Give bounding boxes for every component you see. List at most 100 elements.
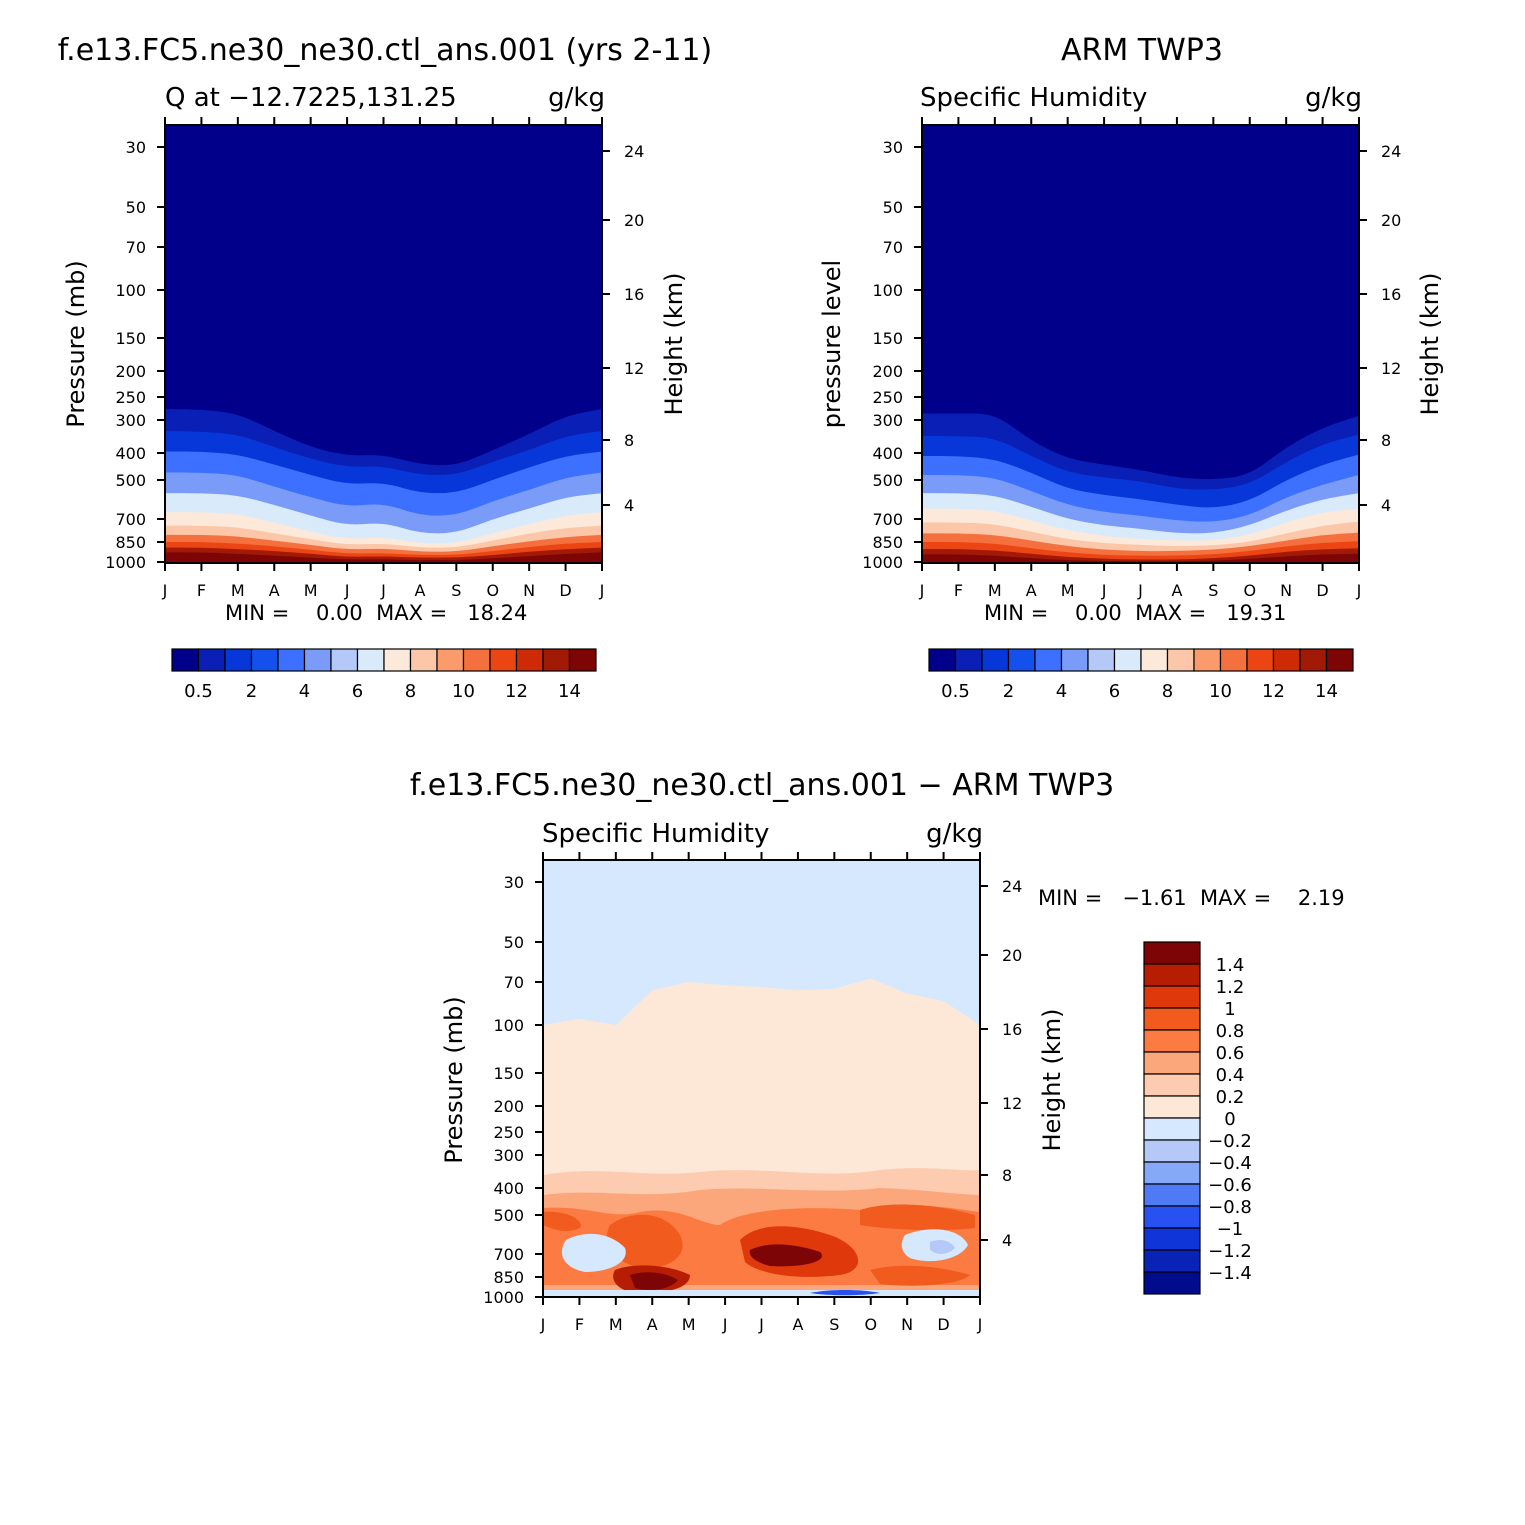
panel-diff-colorbar: 1.41.210.80.60.40.20−0.2−0.4−0.6−0.8−1−1… — [1143, 941, 1252, 1295]
y-tick-label: 400 — [872, 444, 903, 463]
contour-band — [749, 1244, 822, 1267]
y-right-tick-label: 16 — [624, 285, 644, 304]
colorbar-swatch — [1246, 648, 1275, 672]
colorbar-swatch — [1140, 648, 1169, 672]
y-tick-label: 700 — [872, 510, 903, 529]
y-tick-label: 700 — [493, 1245, 524, 1264]
contour-band — [810, 1290, 880, 1296]
panel-diff-subtitle: Specific Humidity — [542, 819, 769, 849]
x-tick-label: S — [829, 1315, 839, 1334]
colorbar-swatch — [1219, 648, 1248, 672]
colorbar-label: 6 — [352, 681, 363, 702]
colorbar-swatch — [1143, 1161, 1201, 1185]
y-tick-label: 150 — [115, 329, 146, 348]
y-tick-label: 300 — [493, 1146, 524, 1165]
y-tick-label: 250 — [872, 388, 903, 407]
colorbar-swatch — [1143, 941, 1201, 965]
colorbar-swatch — [1143, 1007, 1201, 1031]
panel-diff-ylabel: Pressure (mb) — [440, 996, 468, 1163]
contour-band — [930, 1240, 955, 1254]
panel-model-title: f.e13.FC5.ne30_ne30.ctl_ans.001 (yrs 2-1… — [58, 33, 712, 68]
panel-obs-title: ARM TWP3 — [1061, 33, 1223, 68]
colorbar-swatch — [515, 648, 544, 672]
panel-obs-subtitle: Specific Humidity — [920, 83, 1147, 113]
x-tick-label: N — [901, 1315, 913, 1334]
y-right-tick-label: 8 — [1381, 431, 1391, 450]
y-right-tick-label: 20 — [1381, 211, 1401, 230]
colorbar-swatch — [489, 648, 518, 672]
y-tick-label: 1000 — [862, 553, 903, 572]
x-tick-label: A — [414, 581, 425, 600]
colorbar-swatch — [1143, 1073, 1201, 1097]
colorbar-label: 1 — [1224, 999, 1235, 1020]
panel-diff-ylabel-right: Height (km) — [1038, 1009, 1066, 1152]
colorbar-label: 1.2 — [1216, 977, 1245, 998]
colorbar-label: 14 — [558, 681, 581, 702]
colorbar-label: 6 — [1109, 681, 1120, 702]
x-tick-label: J — [1101, 581, 1107, 600]
colorbar-label: 0.2 — [1216, 1087, 1245, 1108]
colorbar-label: 10 — [1209, 681, 1232, 702]
x-tick-label: J — [599, 581, 605, 600]
x-tick-label: A — [647, 1315, 658, 1334]
x-tick-label: J — [758, 1315, 764, 1334]
colorbar-label: 12 — [1262, 681, 1285, 702]
y-tick-label: 200 — [872, 362, 903, 381]
y-right-tick-label: 20 — [624, 211, 644, 230]
x-tick-label: D — [937, 1315, 949, 1334]
colorbar-swatch — [303, 648, 332, 672]
y-right-tick-label: 24 — [1381, 142, 1401, 161]
colorbar-swatch — [1143, 1117, 1201, 1141]
y-right-tick-label: 24 — [624, 142, 644, 161]
y-tick-label: 100 — [115, 281, 146, 300]
x-tick-label: D — [559, 581, 571, 600]
y-tick-label: 70 — [504, 973, 524, 992]
colorbar-label: 2 — [246, 681, 257, 702]
y-right-tick-label: 4 — [1381, 496, 1391, 515]
x-tick-label: O — [486, 581, 499, 600]
colorbar-label: 0.4 — [1216, 1065, 1245, 1086]
y-tick-label: 700 — [115, 510, 146, 529]
colorbar-label: 8 — [1162, 681, 1173, 702]
panel-model-ylabel-right: Height (km) — [660, 273, 688, 416]
y-right-tick-label: 12 — [1381, 359, 1401, 378]
y-tick-label: 1000 — [105, 553, 146, 572]
x-tick-label: S — [451, 581, 461, 600]
y-tick-label: 200 — [115, 362, 146, 381]
colorbar-label: −0.6 — [1208, 1175, 1252, 1196]
y-tick-label: 30 — [504, 873, 524, 892]
contour-band — [543, 1290, 980, 1297]
y-tick-label: 850 — [872, 533, 903, 552]
x-tick-label: N — [523, 581, 535, 600]
x-tick-label: J — [162, 581, 168, 600]
y-tick-label: 400 — [115, 444, 146, 463]
colorbar-label: 0.5 — [184, 681, 213, 702]
y-tick-label: 30 — [126, 138, 146, 157]
colorbar-swatch — [1143, 1227, 1201, 1251]
x-tick-label: A — [792, 1315, 803, 1334]
x-tick-label: O — [1243, 581, 1256, 600]
panel-model-ylabel: Pressure (mb) — [62, 260, 90, 427]
colorbar-label: 0 — [1224, 1109, 1235, 1130]
panel-model-plot: J F M A M J J A S O N D J 30 50 70 100 150 200 250 300 400 500… — [105, 117, 644, 600]
panel-model-units: g/kg — [548, 83, 605, 113]
colorbar-swatch — [250, 648, 279, 672]
y-right-tick-label: 12 — [624, 359, 644, 378]
panel-model: f.e13.FC5.ne30_ne30.ctl_ans.001 (yrs 2-1… — [58, 33, 712, 702]
x-tick-label: F — [197, 581, 206, 600]
colorbar-swatch — [1087, 648, 1116, 672]
contour-band — [870, 1265, 970, 1286]
colorbar-swatch — [1143, 1183, 1201, 1207]
colorbar-label: 0.8 — [1216, 1021, 1245, 1042]
colorbar-swatch — [462, 648, 491, 672]
panel-model-stats: MIN = 0.00 MAX = 18.24 — [225, 601, 527, 625]
colorbar-swatch — [1143, 963, 1201, 987]
y-tick-label: 30 — [883, 138, 903, 157]
y-right-tick-label: 20 — [1002, 946, 1022, 965]
y-tick-label: 300 — [115, 411, 146, 430]
panel-diff-plot: J F M A M J J A S O N D J 30 50 70 100 150 200 250 300 400 500… — [483, 852, 1022, 1334]
contour-band — [922, 553, 1359, 563]
y-tick-label: 50 — [883, 198, 903, 217]
colorbar-label: −0.4 — [1208, 1153, 1252, 1174]
